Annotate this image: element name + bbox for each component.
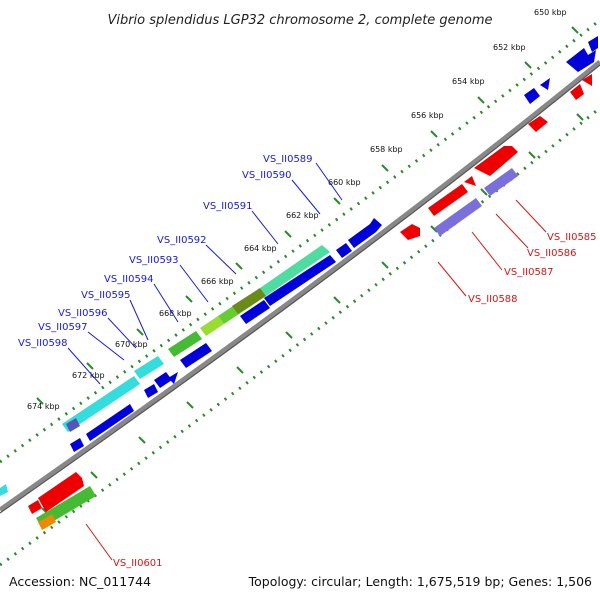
- pos-label: 656 kbp: [411, 111, 444, 120]
- blue-gene-labels: VS_II0589 VS_II0590 VS_II0591 VS_II0592 …: [18, 154, 313, 349]
- gene-arrow[interactable]: [38, 472, 84, 512]
- gene-label[interactable]: VS_II0592: [157, 235, 207, 246]
- chromosome-backbone: [0, 60, 600, 513]
- gene-feature[interactable]: [232, 288, 266, 314]
- pos-label: 674 kbp: [27, 402, 60, 411]
- red-gene-labels: VS_II0585 VS_II0586 VS_II0587 VS_II0588 …: [113, 232, 597, 569]
- gene-arrow[interactable]: [570, 84, 584, 100]
- gene-feature[interactable]: [260, 245, 330, 296]
- gene-label[interactable]: VS_II0591: [203, 201, 253, 212]
- gene-arrow[interactable]: [70, 438, 84, 452]
- gene-feature[interactable]: [38, 514, 56, 530]
- gene-arrow[interactable]: [264, 255, 336, 306]
- reverse-genes: [28, 74, 592, 514]
- gene-arrow[interactable]: [348, 218, 382, 248]
- forward-features: [62, 245, 330, 432]
- gene-label[interactable]: VS_II0598: [18, 338, 68, 349]
- gene-label[interactable]: VS_II0588: [468, 294, 518, 305]
- gene-label[interactable]: VS_II0590: [242, 170, 292, 181]
- gene-arrow[interactable]: [180, 343, 212, 368]
- pos-label: 672 kbp: [72, 371, 105, 380]
- pos-label: 650 kbp: [534, 8, 567, 17]
- gene-label[interactable]: VS_II0589: [263, 154, 313, 165]
- gene-label[interactable]: VS_II0594: [104, 274, 154, 285]
- gene-arrow[interactable]: [524, 88, 540, 104]
- pos-label: 660 kbp: [328, 178, 361, 187]
- pos-label: 670 kbp: [115, 340, 148, 349]
- gene-label[interactable]: VS_II0601: [113, 558, 163, 569]
- reverse-features: [36, 168, 518, 530]
- pos-label: 662 kbp: [286, 211, 319, 220]
- gene-arrow[interactable]: [168, 372, 178, 384]
- pos-label: 668 kbp: [159, 309, 192, 318]
- gene-arrow[interactable]: [86, 404, 134, 441]
- gene-label[interactable]: VS_II0585: [547, 232, 597, 243]
- gene-label[interactable]: VS_II0595: [81, 290, 131, 301]
- gene-label[interactable]: VS_II0596: [58, 308, 108, 319]
- gene-arrow[interactable]: [28, 500, 42, 514]
- gene-feature[interactable]: [66, 418, 80, 432]
- gene-feature[interactable]: [62, 376, 140, 432]
- blue-leader-lines: [67, 162, 343, 385]
- gene-arrow[interactable]: [464, 176, 476, 186]
- gene-arrow[interactable]: [474, 146, 518, 176]
- red-leader-lines: [85, 199, 547, 561]
- accession-text: Accession: NC_011744: [9, 574, 151, 589]
- gene-arrow[interactable]: [588, 36, 598, 52]
- gene-feature[interactable]: [134, 356, 164, 379]
- gene-arrow[interactable]: [428, 184, 468, 216]
- gene-arrow[interactable]: [154, 372, 172, 388]
- outer-major-ticks: [36, 26, 579, 405]
- inner-major-ticks: [41, 113, 584, 515]
- pos-label: 666 kbp: [201, 277, 234, 286]
- gene-label[interactable]: VS_II0593: [129, 255, 179, 266]
- topology-text: Topology: circular; Length: 1,675,519 bp…: [248, 574, 592, 589]
- gene-label[interactable]: VS_II0597: [38, 322, 88, 333]
- gene-arrow[interactable]: [582, 74, 592, 86]
- gene-arrow[interactable]: [566, 48, 596, 72]
- gene-feature[interactable]: [0, 484, 8, 496]
- pos-label: 652 kbp: [493, 43, 526, 52]
- gene-arrow[interactable]: [400, 224, 420, 240]
- gene-arrow[interactable]: [528, 116, 548, 132]
- gene-feature[interactable]: [434, 198, 482, 236]
- gene-arrow[interactable]: [240, 300, 270, 324]
- map-title: Vibrio splendidus LGP32 chromosome 2, co…: [107, 13, 492, 28]
- gene-feature[interactable]: [484, 168, 518, 196]
- gene-arrow[interactable]: [336, 243, 352, 258]
- outer-tick-track: [0, 18, 600, 464]
- pos-label: 658 kbp: [370, 145, 403, 154]
- gene-feature[interactable]: [168, 331, 202, 357]
- position-labels: 650 kbp 652 kbp 654 kbp 656 kbp 658 kbp …: [27, 8, 567, 411]
- pos-label: 654 kbp: [452, 77, 485, 86]
- forward-genes: [70, 36, 598, 452]
- gene-arrow[interactable]: [144, 384, 158, 398]
- gene-label[interactable]: VS_II0586: [527, 248, 577, 259]
- pos-label: 664 kbp: [244, 244, 277, 253]
- gene-arrow[interactable]: [540, 78, 550, 90]
- gene-feature[interactable]: [200, 316, 224, 336]
- gene-label[interactable]: VS_II0587: [504, 267, 554, 278]
- chromosome-backbone-shade: [0, 64, 600, 514]
